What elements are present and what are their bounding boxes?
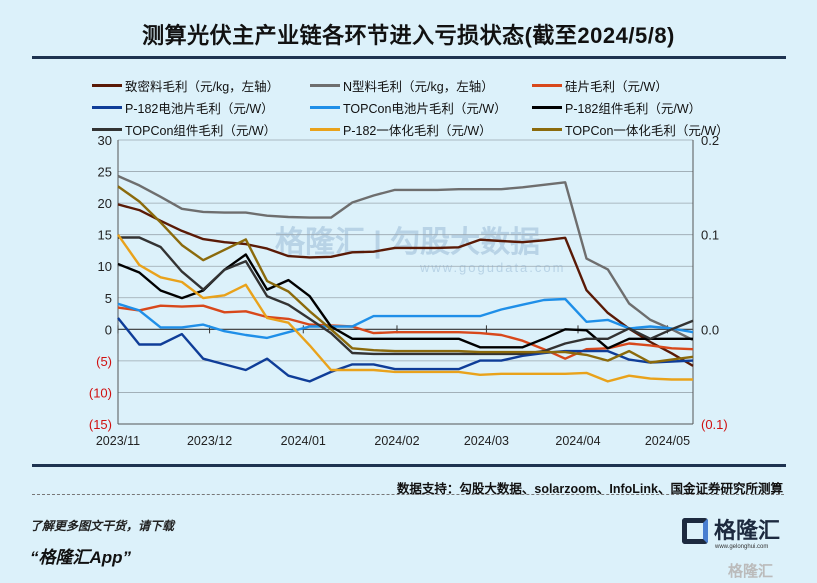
legend-item: P-182组件毛利（元/W）: [532, 98, 701, 117]
promo-app-name[interactable]: “格隆汇App”: [30, 548, 132, 567]
legend-label: N型料毛利（元/kg，左轴）: [343, 80, 494, 94]
y-right-tick-label: 0.0: [701, 322, 719, 337]
y-left-tick-label: 10: [98, 259, 112, 274]
promo-text: 了解更多图文干货，请下载: [30, 519, 175, 533]
series-line: [117, 304, 694, 360]
dotted-divider: [32, 494, 784, 495]
series-line: [117, 297, 694, 340]
series-line: [118, 236, 694, 356]
data-source-note: 数据支持：勾股大数据、solarzoom、InfoLink、国金证券研究所测算: [396, 482, 783, 496]
legend-swatch: [310, 128, 340, 131]
watermark-url: www.gogudata.com: [419, 260, 565, 275]
series-line: [117, 203, 694, 367]
x-tick-label: 2024/03: [464, 434, 509, 448]
y-right-tick-label: 0.1: [701, 228, 719, 243]
legend-label: TOPCon一体化毛利（元/W）: [565, 124, 729, 138]
logo-text: 格隆汇: [714, 518, 781, 543]
legend-label: 硅片毛利（元/W）: [565, 80, 668, 94]
x-tick-label: 2024/02: [374, 434, 419, 448]
legend-label: TOPCon电池片毛利（元/W）: [343, 102, 507, 116]
y-right-tick-label: 0.2: [701, 133, 719, 148]
legend-swatch: [310, 106, 340, 109]
legend-label: P-182一体化毛利（元/W）: [343, 124, 492, 138]
legend-swatch: [92, 128, 122, 131]
legend-item: P-182电池片毛利（元/W）: [92, 98, 274, 117]
legend-swatch: [532, 84, 562, 87]
y-left-tick-label: 15: [98, 228, 112, 243]
legend-label: 致密料毛利（元/kg，左轴）: [125, 80, 280, 94]
legend-label: TOPCon组件毛利（元/W）: [125, 124, 277, 138]
logo-url: www.gelonghui.com: [715, 544, 769, 550]
series-line: [117, 234, 693, 383]
x-tick-label: 2024/01: [281, 434, 326, 448]
y-left-tick-label: 5: [105, 291, 112, 306]
legend-item: N型料毛利（元/kg，左轴）: [310, 76, 494, 95]
y-left-tick-label: (5): [96, 354, 112, 369]
legend-item: TOPCon电池片毛利（元/W）: [310, 98, 507, 117]
y-right-tick-label: (0.1): [701, 417, 728, 432]
y-left-tick-label: (15): [89, 417, 112, 432]
legend-item: 硅片毛利（元/W）: [532, 76, 668, 95]
legend-swatch: [92, 84, 122, 87]
series-line: [117, 174, 694, 342]
y-left-tick-label: 30: [98, 133, 112, 148]
logo-g-icon: [682, 518, 708, 544]
x-tick-label: 2024/04: [555, 434, 600, 448]
watermark-brand: 格隆汇 | 勾股大数据: [275, 226, 548, 259]
title-divider: [32, 56, 786, 59]
line-chart: 格隆汇 | 勾股大数据 www.gogudata.com 30 25 20 15 10 5 0…: [89, 133, 728, 448]
legend-item: TOPCon组件毛利（元/W）: [92, 120, 276, 139]
x-tick-label: 2023/12: [187, 434, 232, 448]
legend-label: P-182组件毛利（元/W）: [565, 102, 702, 116]
corner-watermark: 格隆汇: [728, 563, 774, 580]
watermark: 格隆汇 | 勾股大数据 www.gogudata.com: [275, 226, 565, 275]
legend-swatch: [532, 106, 562, 109]
y-left-tick-label: 20: [98, 196, 112, 211]
legend-item: P-182一体化毛利（元/W）: [310, 120, 492, 139]
legend-label: P-182电池片毛利（元/W）: [125, 102, 274, 116]
x-tick-label: 2023/11: [96, 434, 140, 448]
y-left-tick-label: (10): [89, 385, 112, 400]
y-left-tick-label: 0: [105, 322, 112, 337]
legend-swatch: [92, 106, 122, 109]
legend-item: 致密料毛利（元/kg，左轴）: [92, 76, 279, 95]
legend-item: TOPCon一体化毛利（元/W）: [532, 120, 729, 139]
chart-title: 测算光伏主产业链各环节进入亏损状态(截至2024/5/8): [142, 23, 675, 48]
gelonghui-logo: 格隆汇: [682, 518, 780, 544]
legend-swatch: [310, 84, 340, 87]
series-line: [117, 317, 694, 383]
series-line: [117, 185, 694, 364]
x-tick-label: 2024/05: [645, 434, 690, 448]
y-left-tick-label: 25: [98, 165, 112, 180]
legend-swatch: [532, 128, 562, 131]
chart-bottom-divider: [32, 464, 786, 467]
